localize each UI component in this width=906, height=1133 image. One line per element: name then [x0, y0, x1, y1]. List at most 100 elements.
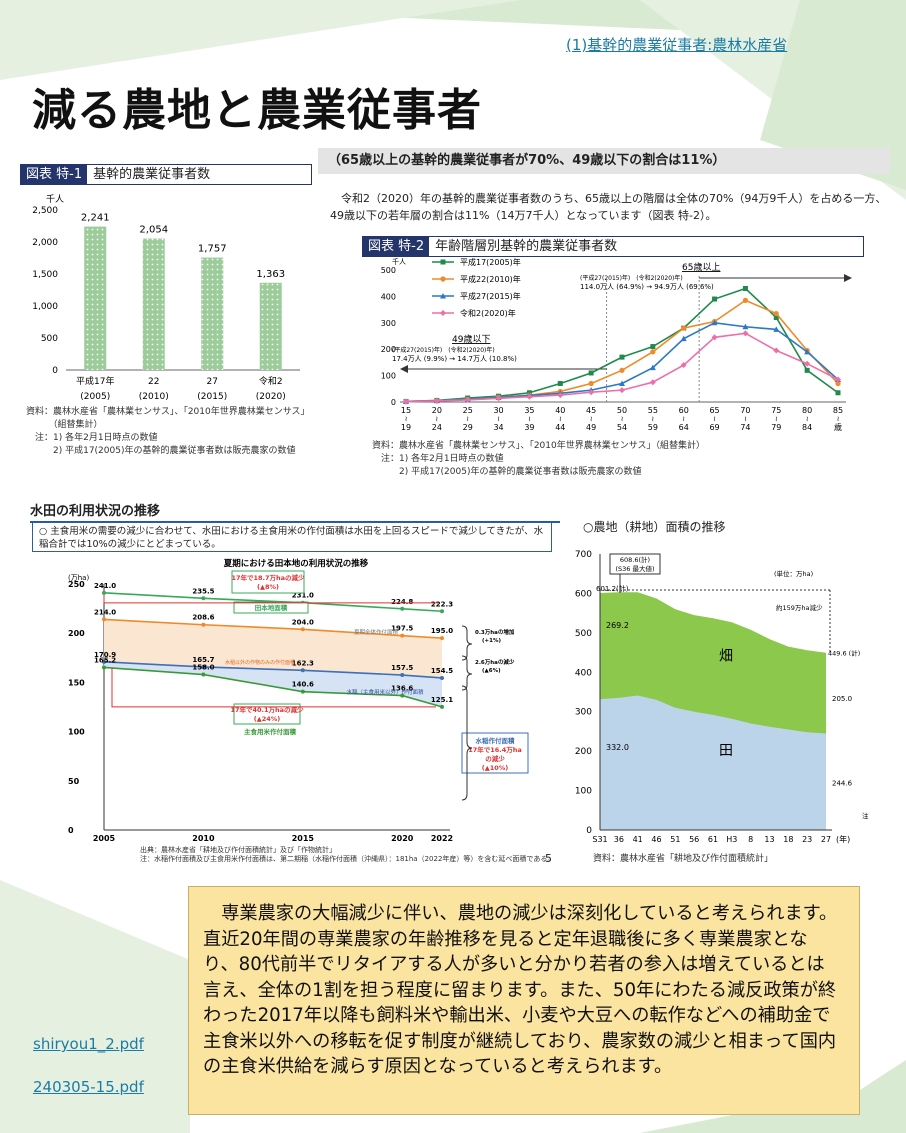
nouchi-label: 注 [862, 811, 869, 820]
suiden-annot-text: (▲10%) [482, 764, 509, 772]
suiden-value-label: 235.5 [192, 587, 214, 595]
fig2-x-tick-end: 19 [401, 423, 411, 432]
suiden-annot-text: (▲6%) [482, 668, 501, 674]
suiden-value-label: 140.6 [292, 681, 314, 689]
fig2-annot-49-years: (平成27(2015)年) (令和2(2020)年) [392, 346, 495, 354]
nouchi-y-tick: 400 [575, 668, 592, 678]
fig2-point [835, 380, 841, 387]
fig2-x-tilde: ≀ [682, 415, 685, 423]
fig2-point [433, 397, 440, 404]
suiden-point [201, 596, 206, 601]
fig1-x-tick: 22 [148, 377, 159, 387]
fig2-point [526, 393, 533, 400]
suiden-point [400, 606, 405, 611]
fig2-point [495, 395, 502, 402]
suiden-annot-text: (▲24%) [254, 715, 281, 723]
nouchi-y-tick: 500 [575, 629, 592, 639]
fig2-point [742, 285, 748, 291]
fig2-point [773, 315, 779, 321]
fig2-note-line: 注：1) 各年2月1日時点の数値 [372, 454, 504, 464]
fig2-x-tick-end: 39 [524, 423, 534, 432]
suiden-series-name: 田本地面積 [255, 603, 288, 612]
fig2-y-tick: 100 [381, 372, 396, 381]
page-title: 減る農地と農業従事者 [32, 85, 482, 136]
suiden-sources: 出典：農林水産省「耕地及び作付面積統計」及び「作物統計」 注：水稲作付面積及び主… [140, 846, 554, 864]
suiden-point [440, 704, 444, 709]
fig1-bar-chart: 千人 0 500 1,000 1,500 2,000 2,500 2,241 平成17年 (200… [32, 194, 300, 402]
section-heading: （65歳以上の基幹的農業従事者が70%、49歳以下の割合は11%） [318, 148, 890, 174]
fig2-label: 図表 特-2 年齢階層別基幹的農業従事者数 [362, 236, 864, 257]
fig2-x-tilde: ≀ [559, 415, 562, 423]
fig1-x-tick-sub: (2010) [139, 392, 169, 402]
fig2-annot-65-values: 114.0万人 (64.9%) → 94.9万人 (69.6%) [580, 283, 714, 291]
suiden-point [102, 590, 106, 595]
suiden-point [400, 633, 405, 638]
suiden-x-tick: 2010 [192, 834, 215, 843]
nouchi-paddy-area [600, 695, 826, 830]
suiden-point [201, 672, 206, 677]
suiden-y-tick: 250 [68, 580, 85, 589]
fig2-notes: 資料：農林水産省「農林業センサス」、「2010年世界農林業センサス」（組替集計）… [372, 440, 705, 479]
fig2-x-tilde: ≀ [497, 415, 500, 423]
suiden-value-label: 195.0 [431, 627, 453, 635]
fig2-point [619, 367, 625, 373]
pdf-link-240305[interactable]: 240305-15.pdf [33, 1078, 144, 1096]
fig2-y-tick: 400 [381, 292, 396, 301]
fig2-x-tick: 15 [401, 406, 411, 415]
fig2-point [440, 310, 446, 316]
fig2-point [804, 348, 811, 355]
nouchi-x-suffix: (年) [836, 834, 850, 844]
pdf-link-shiryou[interactable]: shiryou1_2.pdf [33, 1035, 144, 1053]
fig2-point [588, 370, 594, 376]
nouchi-source: 資料：農林水産省「耕地及び作付面積統計」 [593, 854, 774, 864]
nouchi-label: 269.2 [606, 621, 629, 630]
fig1-value-label: 2,054 [139, 225, 168, 236]
fig1-x-tick-sub: (2005) [80, 392, 110, 402]
nouchi-label: 449.6 (計) [828, 649, 860, 658]
fig2-x-tick-end: 74 [740, 423, 750, 432]
fig2-point [804, 367, 810, 373]
fig2-legend-label: 平成17(2005)年 [460, 257, 521, 267]
suiden-value-label: 165.7 [192, 656, 214, 664]
suiden-point [102, 665, 106, 670]
fig1-note-line: （組替集計） [26, 420, 103, 430]
nouchi-x-tick: S31 [592, 835, 607, 844]
fig2-point [619, 387, 625, 394]
fig1-x-tick: 27 [207, 377, 218, 387]
fig2-x-tick-end: 59 [648, 423, 658, 432]
fig2-x-tick-end: 54 [617, 423, 627, 432]
suiden-y-tick: 100 [68, 728, 85, 737]
suiden-y-tick: 200 [68, 629, 85, 638]
suiden-annot-text: 2.6万haの減少 [475, 658, 515, 666]
fig1-y-tick: 2,000 [32, 238, 58, 248]
nouchi-paddy-label: 田 [719, 743, 733, 759]
fig2-point [681, 325, 687, 331]
fig2-point [619, 380, 625, 387]
fig2-x-tilde: ≀ [837, 415, 840, 423]
suiden-value-label: 154.5 [431, 667, 453, 675]
suiden-arrow [103, 594, 438, 604]
suiden-value-label: 224.8 [391, 598, 413, 606]
nouchi-y-tick: 300 [575, 708, 592, 718]
nouchi-title: ○農地（耕地）面積の推移 [583, 520, 726, 534]
fig1-value-label: 2,241 [81, 213, 110, 224]
fig1-tag: 図表 特-1 [21, 165, 88, 184]
fig2-x-tilde: ≀ [621, 415, 624, 423]
nouchi-label: 205.0 [832, 695, 852, 703]
fig2-point [804, 360, 811, 367]
fig1-y-tick: 0 [52, 366, 58, 376]
fig2-x-tick: 80 [802, 406, 812, 415]
fig2-point [773, 326, 780, 332]
nouchi-label: 332.0 [606, 743, 629, 752]
suiden-point [102, 659, 106, 664]
nouchi-label: 244.6 [832, 780, 853, 788]
suiden-value-label: 241.0 [94, 582, 116, 590]
fig1-note-line: 注：1) 各年2月1日時点の数値 [26, 433, 158, 443]
suiden-heading: 水田の利用状況の推移 [30, 500, 560, 523]
suiden-x-tick: 2005 [93, 834, 116, 843]
suiden-annot-text: (▲8%) [257, 583, 279, 591]
fig2-x-tick: 55 [648, 406, 658, 415]
nouchi-peak-box [609, 553, 661, 575]
source-link-maff[interactable]: (1)基幹的農業従事者:農林水産省 [566, 36, 788, 54]
suiden-arrow [111, 667, 436, 708]
